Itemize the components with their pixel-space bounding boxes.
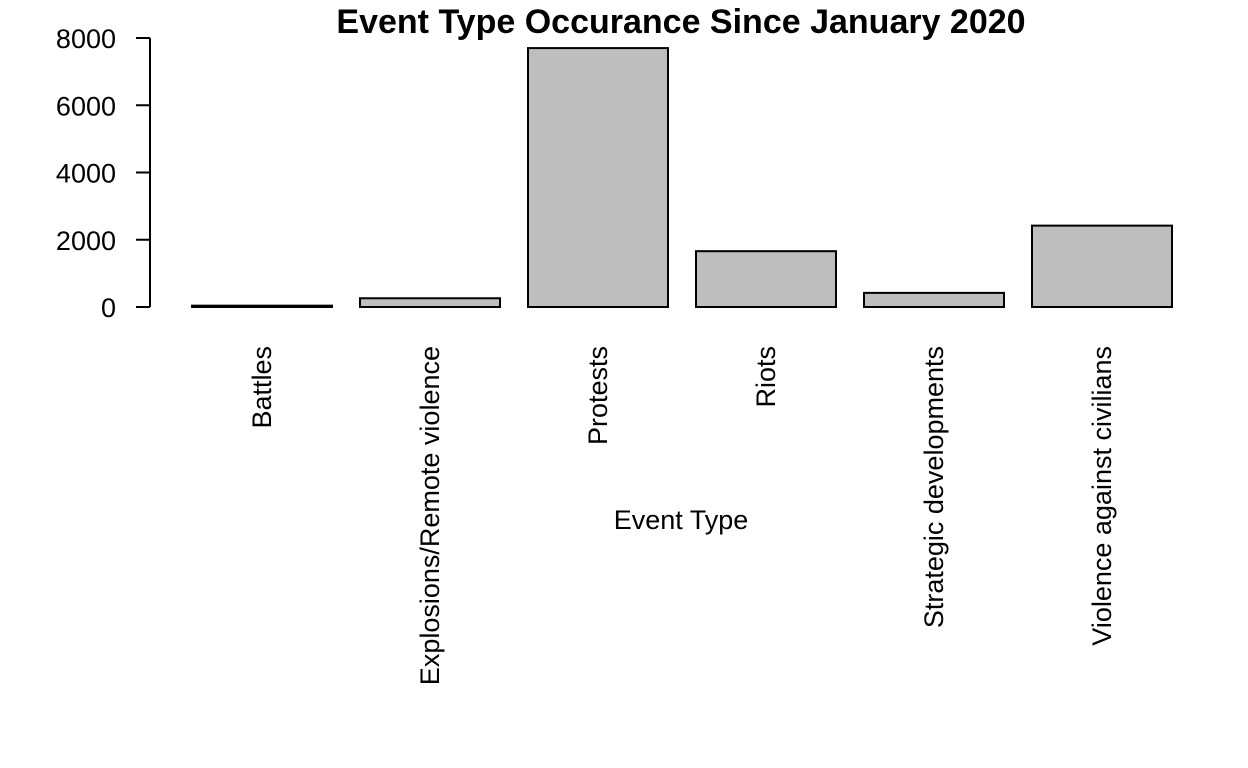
bar-strategic-developments	[863, 291, 1005, 309]
x-tick-label-riots: Riots	[751, 346, 781, 408]
x-tick-label-battles: Battles	[247, 346, 277, 429]
y-tick-label-8000: 8000	[56, 24, 116, 54]
y-tick-label-4000: 4000	[56, 159, 116, 189]
x-tick-labels: Battles Explosions/Remote violence Protest…	[247, 346, 1117, 685]
x-axis-label: Event Type	[614, 505, 749, 535]
bars	[191, 47, 1173, 309]
x-tick-label-protests: Protests	[583, 346, 613, 445]
y-tick-label-2000: 2000	[56, 226, 116, 256]
bar-violence-against-civilians	[1031, 224, 1173, 308]
bar-riots	[695, 250, 837, 308]
y-tick-label-0: 0	[101, 293, 116, 323]
x-tick-label-strategic-developments: Strategic developments	[919, 346, 949, 628]
y-axis: 0 2000 4000 6000 8000	[56, 24, 151, 323]
x-tick-label-explosions-remote-violence: Explosions/Remote violence	[415, 346, 445, 685]
bar-explosions-remote-violence	[359, 297, 501, 309]
y-tick-label-6000: 6000	[56, 91, 116, 121]
bar-protests	[527, 47, 669, 309]
x-tick-label-violence-against-civilians: Violence against civilians	[1087, 346, 1117, 646]
bar-battles	[191, 304, 333, 308]
chart-title: Event Type Occurance Since January 2020	[336, 3, 1025, 41]
